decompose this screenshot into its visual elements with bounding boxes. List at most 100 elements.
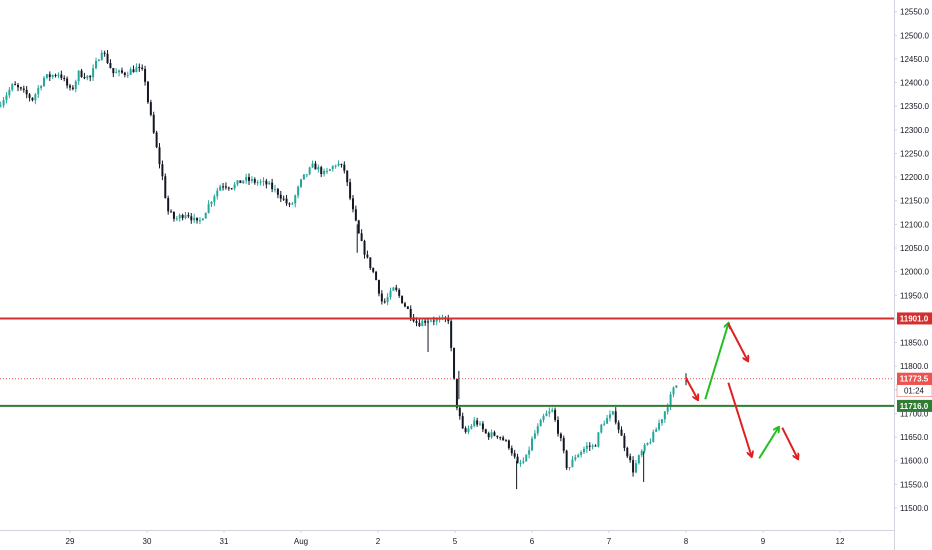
candle-body: [632, 460, 635, 473]
candle-body: [608, 414, 611, 419]
candle-body: [493, 432, 496, 436]
candle-body: [634, 463, 637, 473]
candle-body: [614, 411, 617, 423]
candle-body: [377, 280, 380, 294]
candle-body: [606, 418, 609, 424]
candle-body: [597, 432, 600, 447]
candle-body: [314, 163, 317, 170]
candle-body: [285, 198, 288, 204]
candle-body: [175, 218, 178, 220]
arrow-breakdown-down[interactable]: [727, 382, 751, 456]
candle-body: [300, 179, 302, 187]
candle-body: [354, 209, 357, 221]
candle-body: [438, 318, 441, 320]
candle-body: [539, 419, 542, 427]
candle-body: [325, 170, 328, 172]
candle-body: [499, 437, 502, 439]
candle-body: [268, 182, 271, 185]
price-tick-label: 12400.0: [900, 79, 929, 88]
candle-body: [22, 88, 25, 90]
candle-body: [172, 211, 175, 219]
resistance-badge: [897, 312, 932, 325]
candle-body: [196, 217, 199, 221]
candle-body: [620, 429, 623, 436]
arrow-reject-down[interactable]: [727, 323, 747, 361]
arrow-pullback-down[interactable]: [685, 377, 698, 399]
candle-body: [464, 428, 467, 432]
candle-body: [271, 182, 274, 190]
arrow-retest-up[interactable]: [758, 428, 778, 459]
price-tick-label: 12150.0: [900, 197, 929, 206]
candle-body: [328, 169, 331, 171]
candle-body: [253, 179, 256, 183]
candle-body: [178, 214, 181, 219]
price-tick-label: 11700.0: [900, 409, 929, 418]
time-tick-label: 29: [66, 537, 75, 546]
candle-body: [126, 74, 129, 76]
resistance-badge-label: 11901.0: [900, 314, 929, 323]
price-badges: 11901.0 11773.5 11716.0 01:24: [896, 312, 932, 412]
price-tick-label: 11650.0: [900, 433, 929, 442]
candle-body: [372, 268, 375, 272]
candle-body: [118, 70, 121, 73]
candle-body: [490, 432, 493, 438]
candle-body: [663, 411, 666, 420]
candle-body: [288, 203, 291, 205]
candle-body: [395, 287, 398, 290]
price-tick-label: 11950.0: [900, 291, 929, 300]
candle-body: [640, 450, 643, 456]
price-axis[interactable]: 11500.011550.011600.011650.011700.011750…: [894, 8, 929, 513]
candle-body: [626, 447, 629, 457]
candle-body: [144, 68, 147, 82]
candle-body: [5, 95, 8, 101]
time-tick-label: 7: [607, 537, 612, 546]
candle-body: [600, 424, 603, 433]
candle-body: [623, 435, 626, 448]
candle-body: [155, 132, 158, 148]
candle-body: [461, 416, 464, 429]
price-tick-label: 11800.0: [900, 362, 929, 371]
candle-body: [502, 437, 505, 441]
candle-body: [565, 450, 568, 469]
candle-body: [115, 72, 118, 74]
candle-body: [649, 441, 652, 443]
candle-body: [37, 88, 40, 95]
candle-body: [658, 423, 661, 430]
candle-body: [337, 163, 340, 166]
candle-body: [522, 461, 525, 463]
candle-body: [481, 423, 484, 430]
candle-body: [129, 69, 132, 75]
candle-body: [242, 180, 245, 184]
candle-body: [646, 442, 649, 445]
current-price-badge: [897, 372, 932, 385]
arrow-drop-down[interactable]: [781, 427, 797, 459]
candle-body: [187, 215, 190, 217]
candle-body: [198, 220, 201, 222]
candle-body: [230, 188, 233, 190]
time-tick-label: 5: [453, 537, 458, 546]
support-badge: [897, 399, 932, 412]
candle-body: [516, 456, 519, 464]
price-tick-label: 11550.0: [900, 480, 929, 489]
current-price-badge-label: 11773.5: [900, 375, 929, 384]
candle-body: [210, 201, 213, 205]
candle-body: [672, 387, 675, 395]
candle-body: [239, 180, 242, 184]
price-tick-label: 12200.0: [900, 173, 929, 182]
candle-body: [510, 448, 513, 454]
time-axis[interactable]: 29 30 31 Aug 2 5 6 7 8 9 12: [66, 530, 845, 546]
candle-body: [305, 174, 308, 176]
candle-body: [556, 419, 559, 434]
candle-body: [170, 211, 173, 213]
candle-body: [282, 198, 285, 200]
candle-body: [245, 177, 248, 181]
candle-body: [380, 293, 383, 302]
time-tick-label: 8: [684, 537, 689, 546]
candle-body: [146, 81, 149, 103]
candle-body: [349, 182, 352, 199]
candle-body: [643, 444, 646, 451]
candle-body: [320, 167, 323, 175]
arrow-rally-up[interactable]: [704, 324, 728, 400]
